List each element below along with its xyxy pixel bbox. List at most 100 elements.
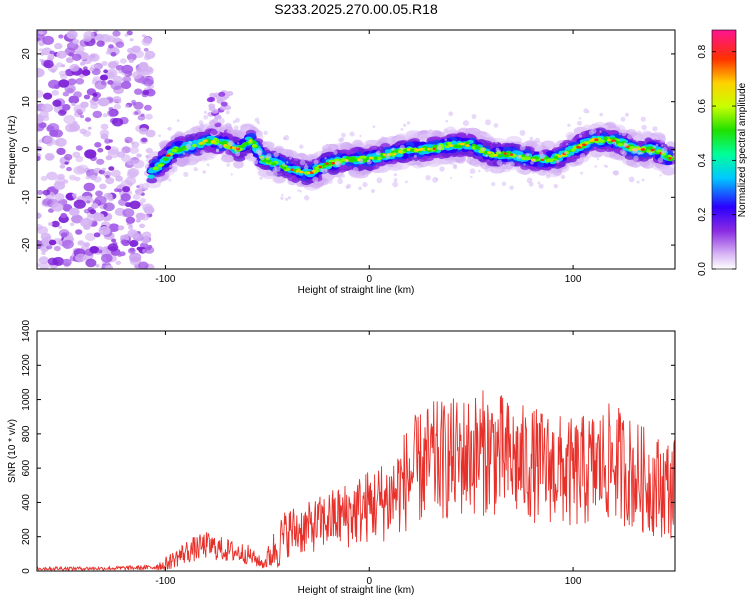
speckle <box>327 178 333 184</box>
ridge-blob <box>171 148 178 153</box>
noise-blob <box>115 260 122 265</box>
noise-blob <box>97 97 110 107</box>
noise-blob <box>127 247 136 254</box>
noise-blob <box>145 147 153 154</box>
noise-blob <box>58 109 67 116</box>
speckle <box>393 173 397 177</box>
speckle <box>392 181 399 188</box>
speckle <box>624 112 629 117</box>
speckle <box>158 176 163 181</box>
speckle <box>195 127 199 131</box>
ridge-blob <box>339 142 353 151</box>
ridge-blob <box>406 148 411 151</box>
noise-blob <box>117 225 125 231</box>
ridge-blob <box>664 155 669 159</box>
noise-blob <box>37 224 43 230</box>
speckle <box>198 120 204 125</box>
noise-blob <box>64 161 69 165</box>
noise-blob <box>42 198 52 206</box>
speckle <box>393 178 398 183</box>
speckle <box>348 169 354 174</box>
ridge-blob <box>325 162 329 165</box>
noise-blob <box>141 38 152 46</box>
speckle <box>494 140 499 144</box>
colorbar-tick-label: 0.0 <box>697 262 708 276</box>
speckle <box>254 117 260 123</box>
speckle <box>406 121 411 125</box>
noise-blob <box>102 167 106 171</box>
noise-blob <box>101 61 108 66</box>
speckle <box>568 134 572 139</box>
speckle <box>289 148 292 152</box>
noise-blob <box>142 231 152 239</box>
speckle <box>263 130 268 135</box>
noise-blob <box>58 79 70 88</box>
noise-blob <box>111 238 117 243</box>
noise-blob <box>40 175 48 181</box>
speckle <box>337 174 343 180</box>
speckle <box>469 168 476 174</box>
ridge-blob <box>430 157 446 166</box>
ridge-blob <box>510 153 513 156</box>
noise-blob <box>46 171 58 181</box>
noise-blob <box>83 35 92 42</box>
noise-blob <box>93 232 101 238</box>
spur-blob <box>216 98 224 104</box>
ridge-blob <box>521 156 528 161</box>
speckle <box>371 189 375 193</box>
speckle <box>640 116 646 122</box>
speckle <box>496 159 503 166</box>
speckle <box>444 138 448 141</box>
noise-blob <box>125 176 137 186</box>
speckle <box>274 166 281 172</box>
speckle <box>314 180 318 184</box>
speckle <box>578 117 582 120</box>
spur-blob <box>206 97 214 103</box>
noise-blob <box>56 173 65 180</box>
ridge-blob <box>290 168 294 171</box>
ridge-blob <box>238 145 244 149</box>
noise-blob <box>103 202 115 212</box>
noise-blob <box>129 239 139 247</box>
ridge-blob <box>295 170 299 173</box>
speckle <box>579 153 586 159</box>
spur-blob <box>224 105 232 111</box>
snr-y-tick-label: 1400 <box>21 319 32 342</box>
speckle <box>372 125 376 129</box>
noise-blob <box>142 203 154 212</box>
spur-blob <box>226 128 234 134</box>
noise-blob <box>60 212 68 219</box>
ridge-blob <box>223 144 228 147</box>
spur-blob <box>211 118 219 124</box>
ridge-blob <box>487 151 492 154</box>
noise-blob <box>62 179 69 184</box>
ridge-blob <box>453 144 458 148</box>
ridge-blob <box>158 163 164 167</box>
speckle <box>230 173 233 176</box>
noise-blob <box>73 91 82 98</box>
ridge-blob <box>287 175 299 182</box>
speckle <box>193 167 198 172</box>
speckle <box>497 149 501 153</box>
speckle <box>206 163 210 167</box>
speckle <box>233 125 239 131</box>
ridge-blob <box>650 148 655 152</box>
noise-blob <box>136 69 145 76</box>
noise-blob <box>64 47 76 56</box>
noise-blob <box>75 253 87 263</box>
noise-blob <box>95 264 100 268</box>
speckle <box>425 175 431 181</box>
speckle <box>567 123 571 128</box>
ridge-blob <box>368 156 373 160</box>
noise-blob <box>126 159 135 166</box>
noise-blob <box>85 232 96 242</box>
noise-blob <box>69 64 80 72</box>
noise-blob <box>98 226 111 236</box>
snr-y-label: SNR (10 * v/v) <box>7 419 18 483</box>
spur-blob <box>219 126 227 132</box>
noise-blob <box>129 146 139 154</box>
speckle <box>400 127 404 131</box>
speckle <box>283 135 290 141</box>
